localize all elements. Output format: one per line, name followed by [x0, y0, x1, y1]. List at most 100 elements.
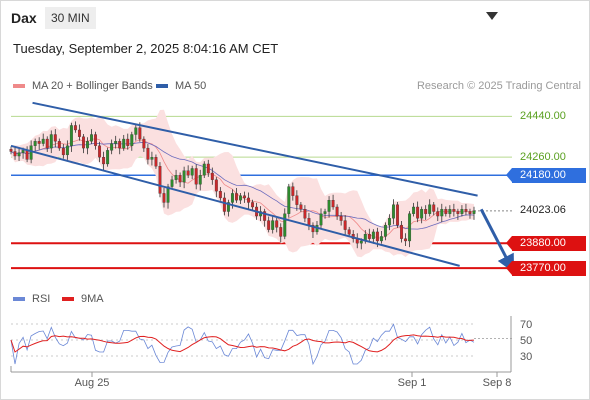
candle-body-22	[98, 145, 102, 158]
timeframe-button[interactable]: 30 MIN	[45, 7, 96, 29]
candle-body-78	[323, 211, 327, 214]
candle-body-111	[456, 211, 460, 214]
ma50-legend-label: MA 50	[175, 80, 207, 92]
candle-body-40	[170, 179, 174, 187]
price-label-support-4: 23880.00	[506, 235, 586, 251]
price-label-support-5: 23770.00	[506, 260, 586, 276]
candle-body-92	[379, 236, 383, 242]
candle-body-19	[86, 141, 89, 149]
candle-body-114	[468, 211, 472, 214]
chart-header: Dax 30 MIN	[0, 0, 588, 36]
candle-body-72	[299, 204, 303, 210]
candle-body-110	[452, 209, 456, 212]
symbol-title: Dax	[11, 10, 37, 26]
rsi-line	[10, 323, 475, 366]
triangle-down-icon[interactable]	[485, 9, 499, 27]
candle-body-12	[57, 141, 61, 149]
candle-body-100	[412, 206, 416, 214]
candle-body-25	[110, 143, 114, 151]
candle-body-73	[303, 209, 307, 219]
candle-body-106	[436, 211, 440, 217]
candle-body-21	[94, 134, 97, 146]
candle-body-5	[29, 145, 33, 160]
candle-body-17	[77, 129, 81, 137]
ma50-swatch	[156, 84, 168, 88]
candle-body-3	[21, 150, 25, 153]
candle-body-64	[267, 220, 271, 230]
ma20-line	[10, 138, 475, 239]
candle-body-69	[287, 186, 291, 214]
candle-body-97	[400, 224, 403, 239]
candle-body-84	[347, 229, 351, 235]
candle-body-99	[408, 213, 412, 242]
candle-body-57	[239, 195, 242, 201]
candle-body-23	[102, 157, 106, 165]
candle-body-16	[73, 125, 77, 131]
candle-body-52	[218, 190, 222, 199]
candle-body-43	[182, 170, 186, 183]
candle-body-48	[202, 163, 206, 176]
candle-body-83	[343, 220, 347, 230]
candle-body-55	[230, 193, 234, 203]
candle-body-71	[295, 195, 299, 205]
candle-body-91	[375, 231, 379, 242]
rsi-legend-label: RSI	[32, 293, 51, 305]
candle-body-54	[226, 202, 230, 212]
candle-body-10	[49, 134, 53, 149]
rsi-level-label-70: 70	[520, 319, 532, 331]
candle-body-7	[37, 141, 41, 144]
candle-body-29	[126, 138, 130, 146]
candle-body-39	[166, 186, 170, 203]
candle-body-90	[371, 231, 375, 239]
rsi-level-label-30: 30	[520, 351, 532, 363]
candle-body-50	[210, 172, 214, 180]
candle-body-20	[90, 134, 93, 142]
candle-body-87	[359, 240, 363, 244]
candle-body-56	[235, 193, 238, 201]
candle-body-109	[448, 209, 452, 214]
candle-body-1	[13, 151, 17, 157]
candle-body-108	[444, 209, 448, 214]
candle-body-65	[271, 220, 275, 230]
candle-body-8	[41, 138, 45, 144]
channel-upper-line	[32, 101, 478, 197]
ma20-swatch	[13, 84, 25, 88]
candle-body-15	[69, 125, 73, 146]
candle-body-103	[424, 209, 428, 214]
candle-body-42	[178, 175, 182, 183]
candle-body-28	[122, 138, 126, 149]
candle-body-95	[392, 204, 395, 219]
candle-body-59	[247, 197, 250, 203]
x-tick-label-2: Sep 8	[483, 377, 512, 389]
candle-body-53	[222, 197, 226, 212]
timestamp: Tuesday, September 2, 2025 8:04:16 AM CE…	[13, 41, 279, 56]
candle-body-112	[460, 209, 464, 214]
ma20-legend-label: MA 20 + Bollinger Bands	[32, 80, 153, 92]
candle-body-80	[331, 200, 335, 208]
candle-body-79	[327, 200, 331, 212]
candle-body-46	[194, 168, 198, 185]
x-tick-label-0: Aug 25	[75, 377, 110, 389]
price-label-resistance-1: 24260.00	[512, 149, 586, 165]
candle-body-33	[142, 138, 146, 149]
candle-body-11	[53, 134, 57, 142]
candle-body-34	[146, 147, 150, 160]
candle-body-81	[335, 206, 339, 217]
candle-body-2	[17, 152, 21, 157]
candle-body-66	[275, 220, 279, 228]
candle-body-82	[339, 215, 343, 221]
candle-body-115	[472, 210, 476, 214]
candle-body-6	[33, 141, 37, 146]
candle-body-18	[82, 136, 85, 149]
x-tick-label-1: Sep 1	[398, 377, 427, 389]
candle-body-101	[416, 206, 420, 219]
candle-body-14	[65, 145, 69, 156]
candle-body-35	[150, 157, 154, 160]
price-label-resistance-0: 24440.00	[512, 108, 586, 124]
candle-body-89	[367, 234, 371, 239]
forecast-arrow	[479, 208, 515, 273]
rsi-level-label-50: 50	[520, 335, 532, 347]
candle-body-75	[311, 224, 315, 233]
candle-body-4	[25, 150, 29, 160]
